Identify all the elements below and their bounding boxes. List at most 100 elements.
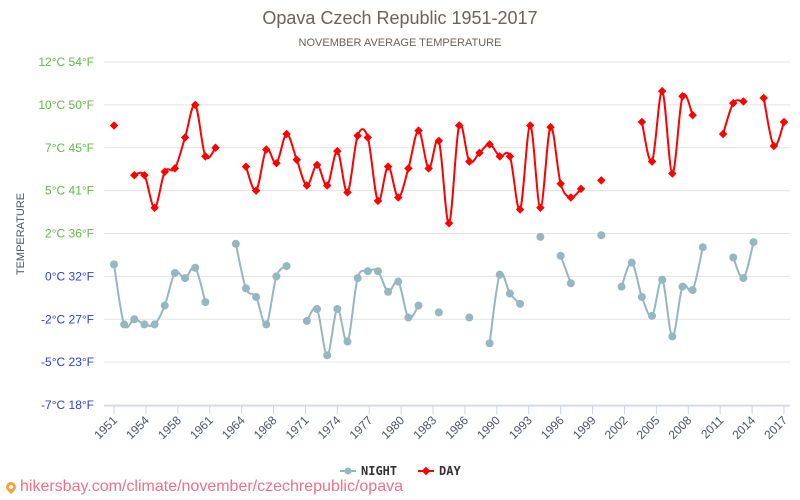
night-point — [505, 289, 514, 298]
night-point — [353, 274, 362, 283]
night-point — [414, 301, 423, 310]
night-point — [282, 262, 291, 271]
legend-item-night[interactable]: NIGHT — [340, 464, 397, 478]
y-tick-label: 5°C 41°F — [45, 184, 94, 198]
night-point — [678, 282, 687, 291]
night-point — [272, 272, 281, 281]
night-point — [485, 339, 494, 348]
night-point — [404, 313, 413, 322]
night-point — [262, 320, 271, 329]
night-point — [120, 320, 129, 329]
night-point — [302, 316, 311, 325]
night-point — [252, 292, 261, 301]
y-tick-label: 7°C 45°F — [45, 141, 94, 155]
day-point — [424, 164, 433, 173]
night-point — [140, 320, 149, 329]
x-tick-label: 1964 — [219, 413, 248, 442]
night-point — [658, 275, 667, 284]
y-tick-label: -7°C 18°F — [41, 398, 94, 412]
source-url[interactable]: hikersbay.com/climate/november/czechrepu… — [20, 478, 403, 495]
source-link[interactable]: hikersbay.com/climate/november/czechrepu… — [3, 478, 403, 496]
y-tick-label: 12°C 54°F — [38, 55, 94, 69]
night-point — [333, 304, 342, 313]
night-point — [110, 260, 118, 269]
x-tick-label: 1951 — [91, 413, 120, 442]
day-point — [150, 203, 159, 213]
x-tick-label: 1983 — [410, 413, 439, 442]
x-tick-label: 2008 — [666, 413, 695, 442]
day-point — [525, 121, 535, 130]
x-tick-label: 2005 — [634, 413, 663, 442]
night-point — [566, 279, 575, 288]
day-point — [505, 152, 515, 161]
night-point — [323, 351, 332, 360]
y-tick-label: 0°C 32°F — [45, 269, 94, 283]
night-line — [559, 255, 572, 284]
x-tick-label: 1961 — [187, 413, 216, 442]
x-tick-label: 1990 — [474, 413, 503, 442]
x-tick-label: 1954 — [123, 413, 152, 442]
day-point — [333, 146, 342, 156]
day-point — [434, 136, 444, 146]
legend[interactable]: NIGHT DAY — [340, 464, 461, 478]
day-point — [444, 218, 454, 228]
night-point — [668, 332, 677, 341]
day-point — [302, 181, 312, 190]
day-point — [393, 193, 403, 202]
day-point — [495, 152, 505, 161]
night-line — [234, 243, 288, 326]
day-point — [556, 179, 565, 189]
day-point — [140, 170, 149, 180]
night-point — [617, 282, 626, 291]
series-day — [109, 86, 789, 228]
day-point — [536, 203, 545, 213]
x-tick-label: 1993 — [506, 413, 535, 442]
x-tick-label: 2011 — [698, 413, 726, 441]
night-point — [394, 277, 403, 286]
x-tick-label: 1996 — [538, 413, 567, 442]
legend-label: DAY — [439, 464, 461, 478]
night-point — [627, 258, 636, 267]
x-tick-label: 1968 — [251, 413, 280, 442]
y-tick-label: 2°C 36°F — [45, 227, 94, 241]
chart-title: Opava Czech Republic 1951-2017 — [262, 8, 537, 28]
day-point — [718, 129, 728, 139]
x-axis: 1951 1954 1958 1961 1964 1968 1971 1974 1977 1980… — [91, 405, 790, 442]
night-point — [698, 243, 707, 252]
night-point — [201, 298, 210, 307]
night-point — [170, 268, 179, 277]
legend-item-day[interactable]: DAY — [418, 464, 461, 478]
day-point — [678, 92, 687, 101]
day-point — [241, 162, 251, 171]
series-group — [109, 86, 789, 360]
night-point — [313, 304, 322, 313]
x-tick-label: 1999 — [570, 413, 599, 442]
day-point — [759, 93, 768, 103]
day-point — [190, 100, 200, 110]
day-point — [262, 145, 271, 154]
day-point — [475, 148, 484, 158]
night-point — [749, 238, 758, 247]
day-point — [353, 131, 362, 140]
day-point — [465, 157, 474, 166]
night-point — [729, 253, 738, 262]
legend-label: NIGHT — [361, 464, 397, 478]
day-point — [109, 121, 119, 130]
day-point — [312, 160, 322, 170]
night-point — [384, 287, 393, 296]
night-point — [150, 320, 159, 329]
night-point — [130, 315, 139, 324]
day-point — [383, 162, 393, 171]
day-point — [160, 167, 170, 177]
day-point — [637, 117, 647, 127]
night-line — [488, 271, 521, 344]
day-point — [688, 110, 697, 120]
day-point — [170, 164, 180, 173]
day-point — [180, 133, 190, 142]
night-line — [732, 241, 755, 280]
day-point — [282, 129, 291, 139]
day-point — [272, 158, 281, 168]
day-point — [404, 164, 413, 173]
day-point — [597, 176, 606, 185]
x-tick-label: 2002 — [602, 413, 631, 442]
